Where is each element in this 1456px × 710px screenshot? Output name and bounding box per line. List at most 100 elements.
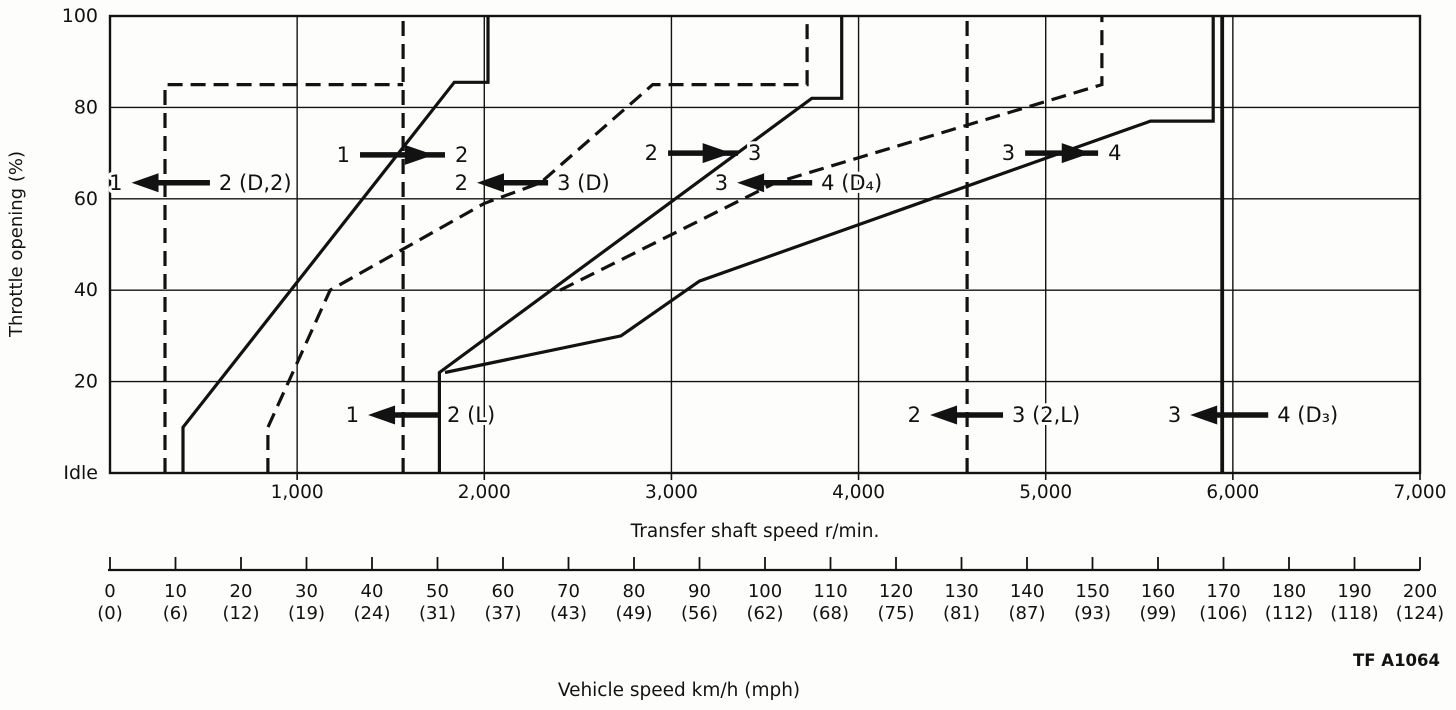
plot-border	[108, 14, 1422, 480]
arrow-head-left	[1190, 405, 1218, 425]
y-tick-label: Idle	[63, 462, 98, 484]
y-tick-label: 60	[74, 188, 98, 210]
speed-mph-label: (0)	[97, 603, 123, 624]
gear-label: 3	[715, 171, 728, 195]
x-tick-label: 2,000	[458, 482, 511, 503]
x-tick-label: 6,000	[1206, 482, 1259, 503]
gear-range-label: 3 (D)	[557, 171, 610, 195]
arrow-head-left	[368, 405, 396, 425]
speed-kmh-label: 10	[164, 581, 187, 602]
gear-label: 1	[337, 143, 350, 167]
gear-range-label: 4 (D₄)	[821, 171, 882, 195]
label-1-2-down-l: 1 2 (L)	[343, 400, 498, 430]
speed-mph-label: (31)	[419, 603, 456, 624]
gear-range-label: 3 (2,L)	[1012, 403, 1080, 427]
y-tick-label: 80	[74, 96, 98, 118]
speed-mph-label: (49)	[616, 603, 653, 624]
y-tick-label: 40	[74, 279, 98, 301]
shift-lines	[163, 16, 1225, 473]
speed-mph-label: (93)	[1074, 603, 1111, 624]
speed-kmh-label: 130	[944, 581, 978, 602]
gear-range-label: 2	[455, 143, 468, 167]
gear-range-label: 4	[1108, 141, 1121, 165]
speed-kmh-label: 90	[688, 581, 711, 602]
x-tick-label: 1,000	[271, 482, 324, 503]
arrow-head-right	[404, 144, 434, 165]
speed-mph-label: (75)	[878, 603, 915, 624]
figure-code: TF A1064	[1353, 651, 1440, 670]
speed-mph-label: (37)	[485, 603, 522, 624]
speed-kmh-label: 60	[492, 581, 515, 602]
label-3-4-down-d4: 3 4 (D₄)	[712, 168, 885, 198]
series-upshift-1-2	[181, 16, 490, 473]
speed-kmh-label: 190	[1337, 581, 1371, 602]
gear-range-label: 4 (D₃)	[1277, 403, 1338, 427]
gear-range-label: 2 (D,2)	[219, 171, 292, 195]
series-upshift-3-4	[444, 16, 1215, 375]
speed-mph-label: (19)	[288, 603, 325, 624]
speed-mph-label: (6)	[163, 603, 189, 624]
arrow-head-right	[702, 143, 732, 164]
arrow-head-left	[476, 173, 504, 193]
speed-axis-title: Vehicle speed km/h (mph)	[558, 680, 800, 701]
gridlines	[110, 16, 1420, 473]
speed-mph-label: (62)	[747, 603, 784, 624]
gear-label: 2	[908, 403, 921, 427]
gear-label: 1	[346, 403, 359, 427]
x-tick-label: 7,000	[1394, 482, 1447, 503]
speed-kmh-label: 200	[1403, 581, 1437, 602]
gear-label: 3	[1168, 403, 1181, 427]
x-axis-title: Transfer shaft speed r/min.	[630, 521, 880, 542]
arrow-head-left	[930, 405, 958, 425]
gear-label: 2	[455, 171, 468, 195]
speed-mph-label: (43)	[550, 603, 587, 624]
speed-kmh-label: 140	[1010, 581, 1044, 602]
speed-mph-label: (106)	[1199, 603, 1247, 624]
speed-mph-label: (68)	[812, 603, 849, 624]
speed-mph-label: (81)	[943, 603, 980, 624]
x-tick-label: 5,000	[1019, 482, 1072, 503]
label-2-3-down-2l: 2 3 (2,L)	[905, 400, 1084, 430]
x-tick-label: 4,000	[832, 482, 885, 503]
speed-kmh-label: 180	[1272, 581, 1306, 602]
speed-kmh-label: 150	[1075, 581, 1109, 602]
gear-label: 3	[1002, 141, 1015, 165]
arrow-head-right	[1061, 143, 1091, 164]
gear-label: 1	[109, 171, 122, 195]
gear-label: 2	[645, 141, 658, 165]
y-tick-label: 100	[62, 5, 98, 27]
speed-kmh-label: 120	[879, 581, 913, 602]
y-tick-label: 20	[74, 371, 98, 393]
label-3-4-down-d3: 3 4 (D₃)	[1165, 400, 1341, 430]
arrow-head-left	[131, 173, 159, 193]
speed-mph-label: (118)	[1330, 603, 1378, 624]
speed-mph-label: (56)	[681, 603, 718, 624]
label-1-2-down-d2: 1 2 (D,2)	[106, 168, 294, 198]
speed-mph-label: (12)	[223, 603, 260, 624]
y-axis-title: Throttle opening (%)	[6, 151, 27, 338]
speed-kmh-label: 40	[361, 581, 384, 602]
speed-kmh-label: 100	[748, 581, 782, 602]
x-axis-tick-labels: 1,000 2,000 3,000 4,000 5,000 6,000 7,000	[271, 482, 1447, 503]
series-downshift-4-3-d4	[559, 16, 1104, 292]
vehicle-speed-axis: 0(0) 10(6) 20(12) 30(19) 40(24) 50(31) 60(37) 7…	[97, 557, 1444, 624]
speed-mph-label: (124)	[1396, 603, 1444, 624]
speed-kmh-label: 0	[104, 581, 115, 602]
speed-kmh-label: 20	[230, 581, 253, 602]
speed-kmh-label: 30	[295, 581, 318, 602]
speed-mph-label: (99)	[1140, 603, 1177, 624]
gear-range-label: 2 (L)	[447, 403, 495, 427]
speed-kmh-label: 70	[557, 581, 580, 602]
arrow-head-left	[737, 173, 765, 193]
speed-kmh-label: 80	[623, 581, 646, 602]
speed-mph-label: (112)	[1265, 603, 1313, 624]
series-downshift-3-2-d	[266, 16, 809, 473]
y-axis-tick-labels: Idle 20 40 60 80 100	[62, 5, 98, 484]
series-downshift-2-1-d2	[163, 82, 404, 473]
